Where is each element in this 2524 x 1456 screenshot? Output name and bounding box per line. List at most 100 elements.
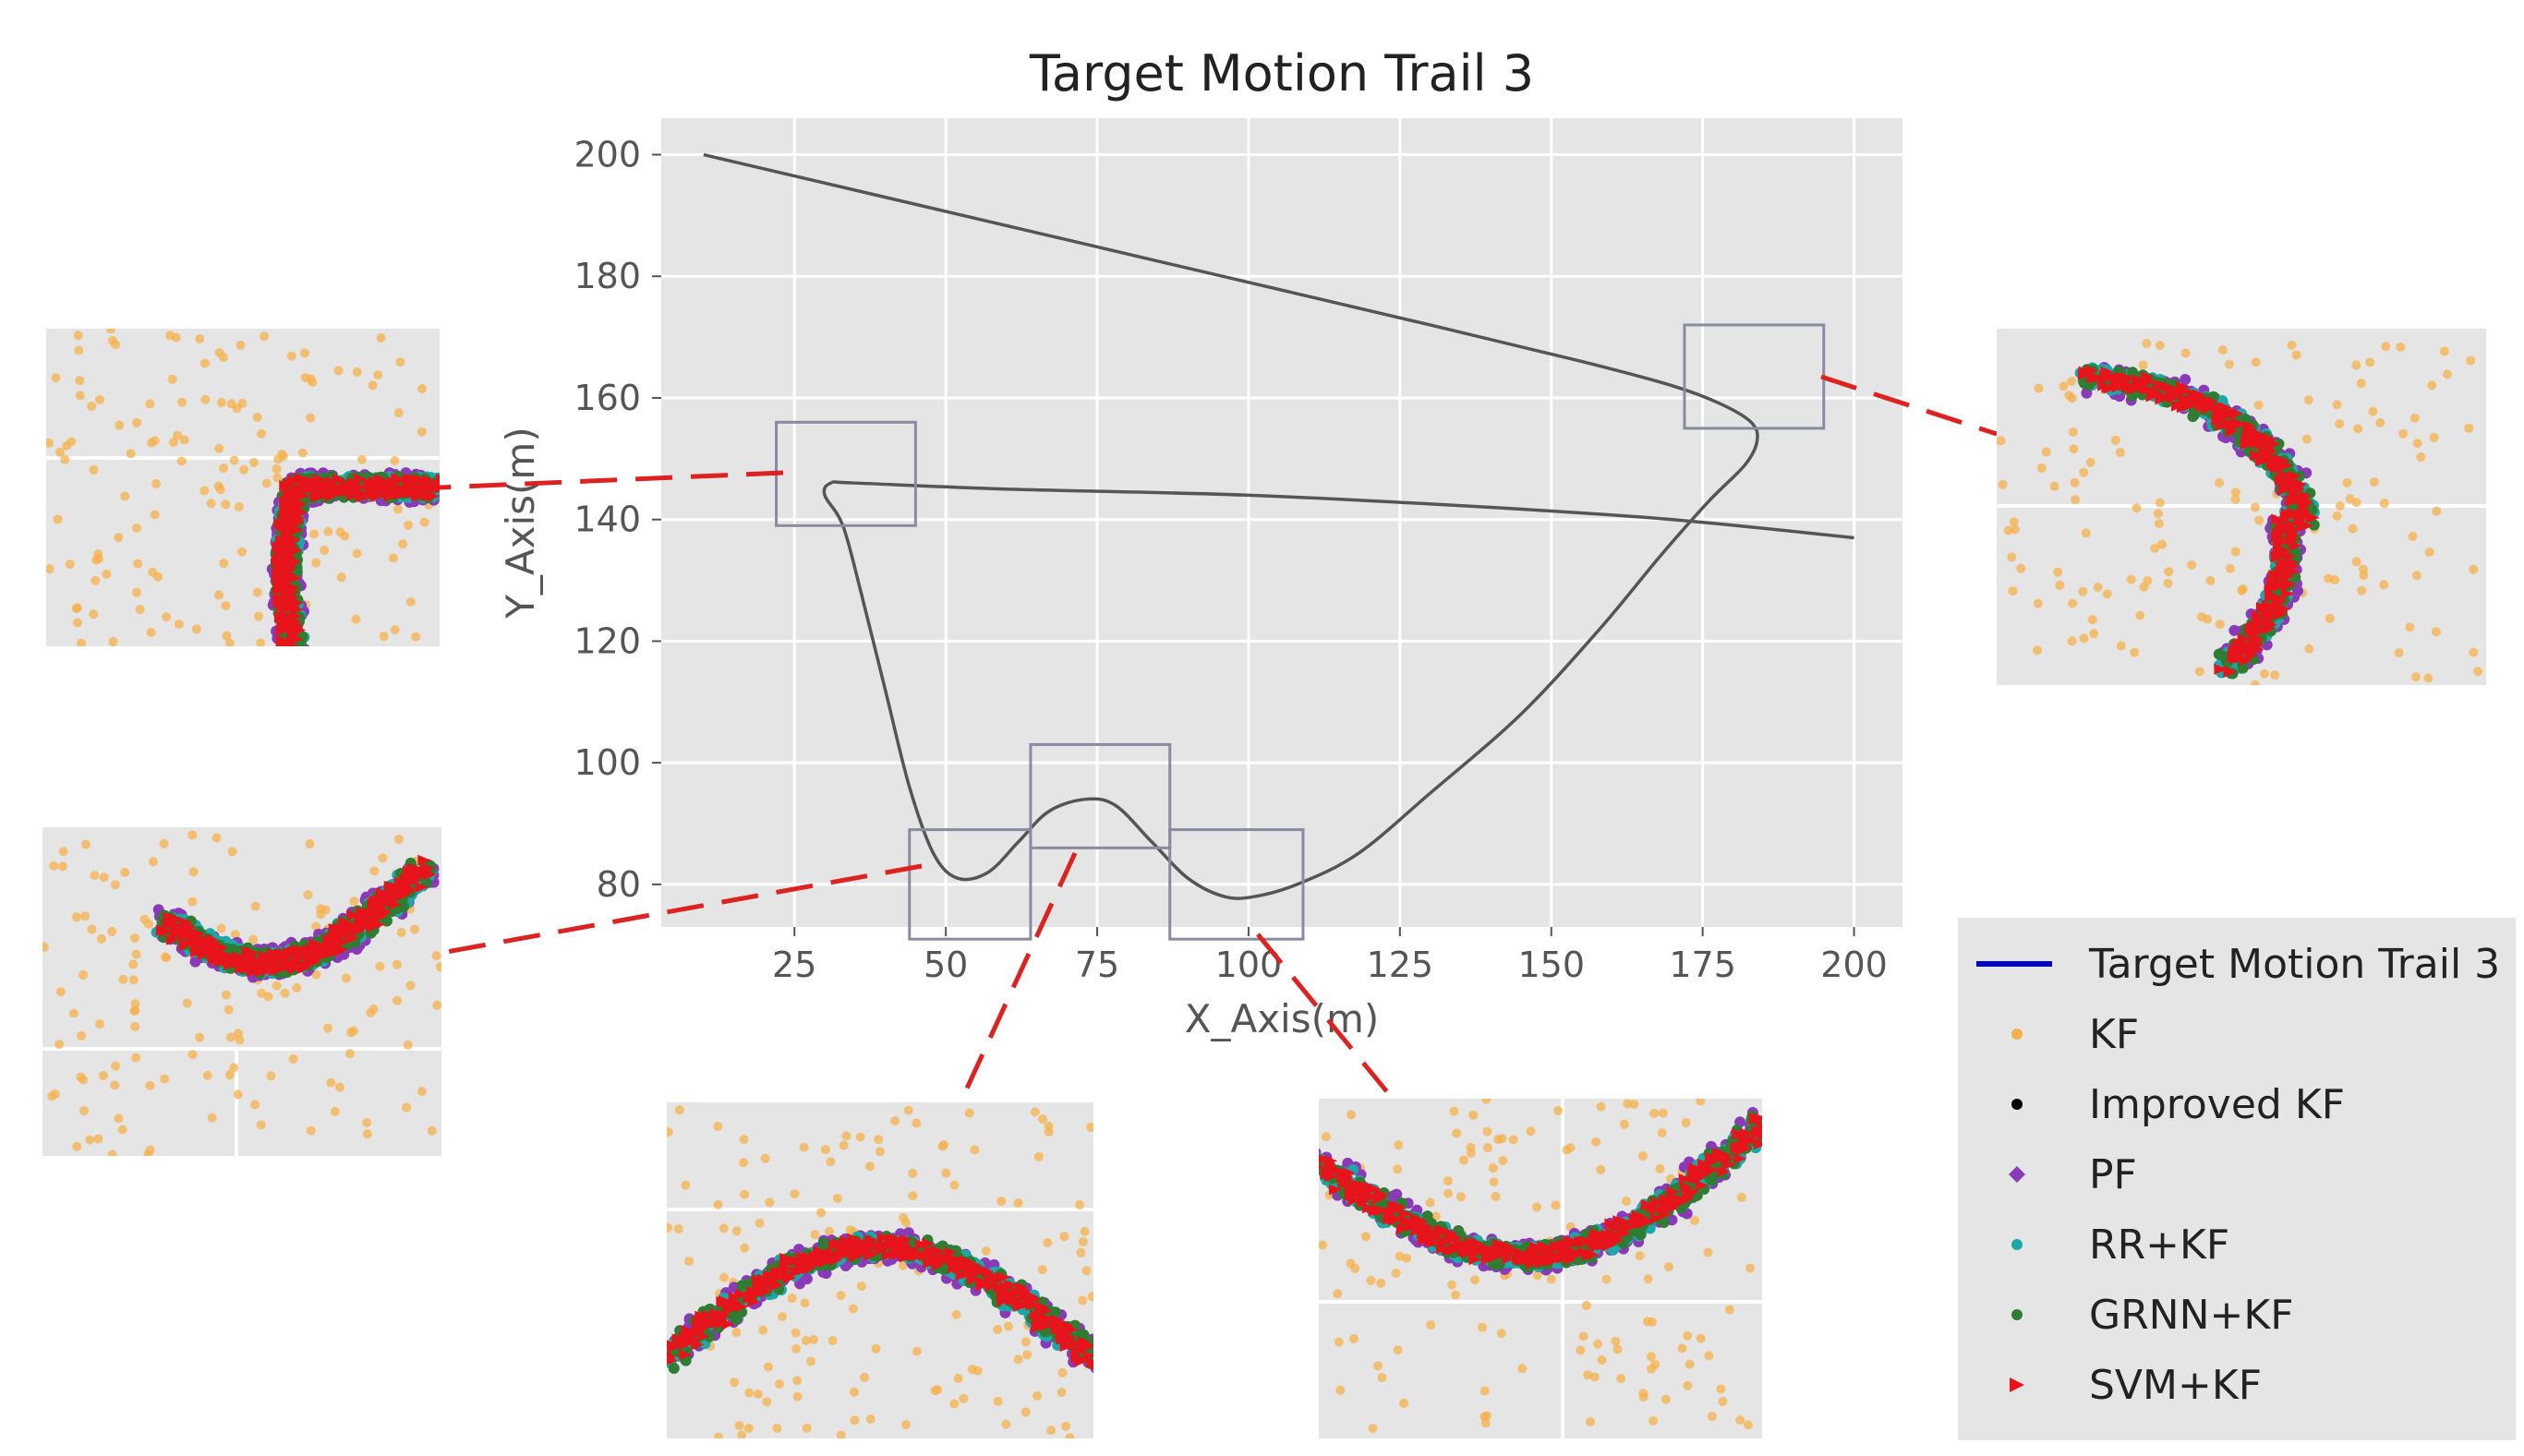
- kf-point: [214, 443, 224, 453]
- kf-point: [151, 478, 162, 488]
- svm-kf-point: [370, 902, 384, 914]
- kf-point: [730, 1378, 740, 1388]
- kf-point: [908, 1168, 918, 1178]
- kf-point: [146, 628, 156, 638]
- kf-point: [93, 548, 103, 559]
- kf-point: [114, 1113, 124, 1124]
- kf-point: [774, 1379, 784, 1390]
- kf-point: [684, 1256, 694, 1266]
- kf-point: [2041, 447, 2051, 457]
- kf-point: [352, 367, 362, 378]
- kf-point: [791, 1328, 801, 1338]
- kf-point: [224, 1070, 235, 1080]
- kf-point: [2405, 622, 2415, 632]
- kf-point: [810, 1230, 820, 1240]
- kf-point: [419, 517, 429, 527]
- pf-point: [653, 1343, 664, 1354]
- svm-kf-point: [418, 483, 432, 495]
- kf-point: [309, 529, 320, 539]
- svm-kf-point: [914, 1238, 928, 1250]
- svm-kf-point: [756, 1282, 770, 1294]
- kf-point: [227, 847, 237, 857]
- kf-point: [970, 1145, 980, 1155]
- kf-point: [825, 1226, 835, 1236]
- kf-point: [2089, 629, 2099, 639]
- kf-point: [2079, 633, 2089, 644]
- kf-point: [949, 1180, 960, 1190]
- connector-bottom-right: [1256, 933, 1395, 1101]
- grnn-kf-point: [2187, 411, 2199, 423]
- svm-kf-point: [984, 1281, 998, 1293]
- svm-kf-point: [1061, 1333, 1075, 1345]
- kf-point: [820, 1145, 830, 1155]
- kf-point: [91, 575, 101, 585]
- kf-point: [427, 1125, 437, 1136]
- kf-point: [85, 1135, 95, 1145]
- inset-background: [42, 827, 441, 1156]
- kf-point: [108, 637, 118, 646]
- kf-point: [286, 351, 296, 361]
- kf-point: [827, 1335, 838, 1345]
- kf-point: [94, 1019, 104, 1029]
- svm-kf-point: [275, 598, 289, 610]
- x-tick-label: 25: [772, 945, 816, 985]
- x-tick-label: 150: [1517, 945, 1585, 985]
- pf-point: [277, 649, 288, 660]
- grnn-kf-point: [380, 915, 392, 927]
- kf-point: [234, 501, 244, 511]
- kf-point: [417, 384, 428, 394]
- svm-kf-point: [355, 487, 368, 499]
- svm-kf-point: [295, 490, 308, 502]
- kf-point: [195, 1032, 205, 1042]
- svm-kf-point: [338, 916, 352, 928]
- zoom-inset-middle-left: [42, 827, 441, 1156]
- kf-point: [848, 1304, 858, 1314]
- kf-point: [908, 1191, 918, 1201]
- kf-point: [941, 1168, 951, 1178]
- svm-kf-point: [168, 912, 182, 924]
- svm-kf-point: [421, 862, 435, 874]
- kf-point: [2230, 487, 2240, 498]
- svm-kf-point: [283, 956, 296, 968]
- kf-point: [93, 1134, 103, 1144]
- kf-point: [80, 839, 91, 849]
- kf-point: [224, 638, 235, 646]
- kf-point: [2009, 517, 2019, 527]
- pf-point: [284, 647, 295, 658]
- svm-kf-point: [694, 1310, 708, 1322]
- kf-point: [2226, 563, 2236, 573]
- zoom-box: [1029, 742, 1172, 849]
- kf-point: [306, 1125, 316, 1136]
- y-tick-label: 160: [574, 378, 641, 418]
- svm-kf-point: [291, 944, 305, 956]
- svm-kf-point: [854, 1247, 868, 1259]
- kf-point: [2126, 574, 2136, 584]
- x-axis-label: X_Axis(m): [1185, 996, 1380, 1041]
- kf-point: [713, 1432, 723, 1438]
- kf-point: [2351, 498, 2361, 508]
- svm-kf-point: [789, 1266, 803, 1278]
- kf-point: [356, 454, 367, 464]
- kf-point: [1013, 1197, 1023, 1208]
- svm-kf-point: [2300, 520, 2313, 532]
- kf-point: [320, 546, 330, 556]
- svm-kf-point: [2264, 619, 2278, 631]
- kf-point: [876, 1147, 886, 1157]
- svm-kf-point: [362, 477, 376, 489]
- kf-point: [832, 1194, 842, 1204]
- kf-point: [362, 1129, 372, 1139]
- pf-point: [281, 656, 292, 667]
- kf-point: [1075, 1200, 1085, 1210]
- svm-kf-point: [1035, 1301, 1049, 1313]
- svm-kf-point: [2229, 407, 2243, 419]
- kf-point: [202, 1070, 212, 1080]
- zoom-inset-top-right: [1997, 329, 2486, 685]
- kf-point: [311, 969, 321, 980]
- connector-right-top: [1820, 374, 1998, 437]
- kf-point: [393, 834, 404, 844]
- svm-kf-point: [975, 1280, 989, 1292]
- kf-point: [2085, 457, 2095, 467]
- kf-point: [326, 1077, 336, 1088]
- svm-kf-point: [2282, 578, 2296, 590]
- svm-kf-point: [847, 1233, 861, 1245]
